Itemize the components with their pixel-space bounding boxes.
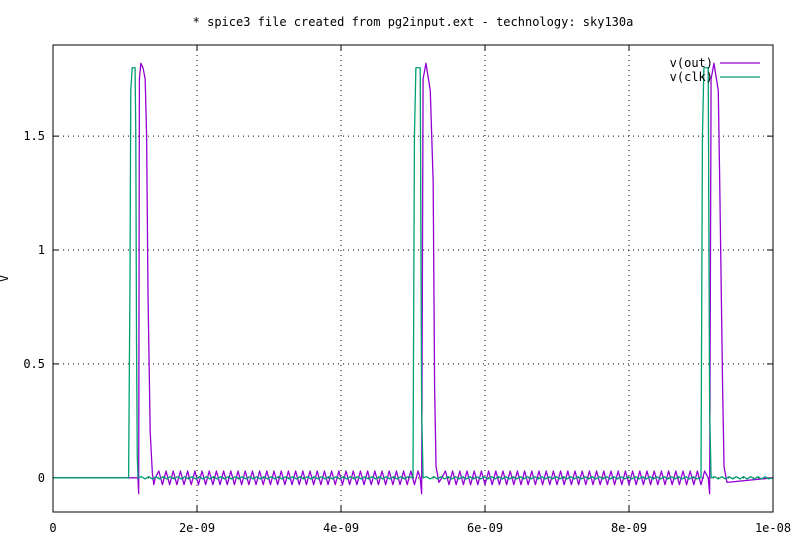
x-tick-label: 4e-09 xyxy=(323,521,359,535)
x-tick-label: 2e-09 xyxy=(179,521,215,535)
y-tick-label: 1 xyxy=(38,243,45,257)
y-tick-label: 0 xyxy=(38,471,45,485)
x-tick-label: 0 xyxy=(49,521,56,535)
x-tick-label: 8e-09 xyxy=(611,521,647,535)
y-tick-label: 1.5 xyxy=(23,129,45,143)
legend-label: v(out) xyxy=(670,56,713,70)
y-tick-label: 0.5 xyxy=(23,357,45,371)
x-tick-label: 1e-08 xyxy=(755,521,791,535)
legend: v(out)v(clk) xyxy=(670,56,760,84)
series-group xyxy=(53,62,774,495)
chart-title: * spice3 file created from pg2input.ext … xyxy=(193,15,634,29)
y-axis-label: V xyxy=(0,275,11,282)
series-line-v-clk- xyxy=(53,67,774,480)
legend-label: v(clk) xyxy=(670,70,713,84)
plot-frame xyxy=(52,44,774,513)
x-tick-label: 6e-09 xyxy=(467,521,503,535)
